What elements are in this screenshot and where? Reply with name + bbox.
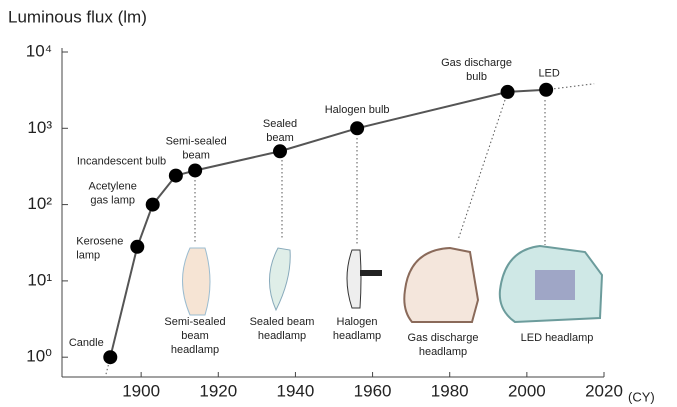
caption: Sealed beam — [250, 316, 315, 328]
x-tick-label: 1980 — [431, 381, 469, 400]
point-label: Kerosene — [76, 236, 123, 248]
data-point — [103, 350, 118, 365]
point-label: Semi-sealed — [166, 135, 227, 147]
point-label: Halogen bulb — [325, 104, 390, 116]
x-tick-label: 1920 — [199, 381, 237, 400]
x-tick-label: 2020 — [585, 381, 623, 400]
data-point — [168, 168, 183, 183]
headlamp-captions: Semi-sealed beam headlamp Sealed beam he… — [164, 316, 593, 358]
trend-extension — [104, 357, 111, 378]
point-label: Candle — [69, 337, 104, 349]
x-tick-label: 1940 — [277, 381, 315, 400]
data-point — [188, 163, 203, 178]
point-label: lamp — [76, 250, 100, 262]
caption: Gas discharge — [408, 332, 479, 344]
y-tick-label: 10² — [27, 194, 52, 213]
point-label: Incandescent bulb — [77, 155, 166, 167]
caption: headlamp — [258, 330, 306, 342]
x-tick-label: 2000 — [508, 381, 546, 400]
y-tick-label: 10³ — [27, 118, 52, 137]
point-label: gas lamp — [90, 195, 135, 207]
y-tick-label: 10⁴ — [26, 41, 52, 60]
point-label: beam — [182, 149, 210, 161]
data-point — [130, 239, 145, 254]
y-axis-title: Luminous flux (lm) — [8, 7, 147, 26]
caption: beam — [181, 330, 209, 342]
headlamp-images — [182, 244, 604, 324]
data-point — [273, 144, 287, 159]
point-label: beam — [266, 132, 294, 144]
data-point — [539, 82, 554, 97]
connectors — [194, 99, 546, 245]
caption: headlamp — [171, 344, 219, 356]
point-label: bulb — [466, 71, 487, 83]
point-label: Acetylene — [89, 181, 137, 193]
trend-extension — [546, 83, 595, 91]
y-tick-label: 10¹ — [27, 270, 52, 289]
point-label: Sealed — [263, 118, 297, 130]
x-tick-label: 1900 — [122, 381, 160, 400]
y-tick-label: 10⁰ — [26, 347, 52, 366]
data-point — [350, 121, 365, 136]
x-unit: (CY) — [628, 389, 655, 404]
caption: Halogen — [337, 316, 378, 328]
point-label: LED — [538, 68, 559, 80]
point-label: Gas discharge — [441, 57, 512, 69]
caption: Semi-sealed — [164, 316, 225, 328]
data-point — [500, 84, 515, 99]
x-tick-label: 1960 — [354, 381, 392, 400]
caption: headlamp — [333, 330, 381, 342]
caption: headlamp — [419, 346, 467, 358]
data-point — [145, 197, 160, 212]
caption: LED headlamp — [521, 332, 594, 344]
